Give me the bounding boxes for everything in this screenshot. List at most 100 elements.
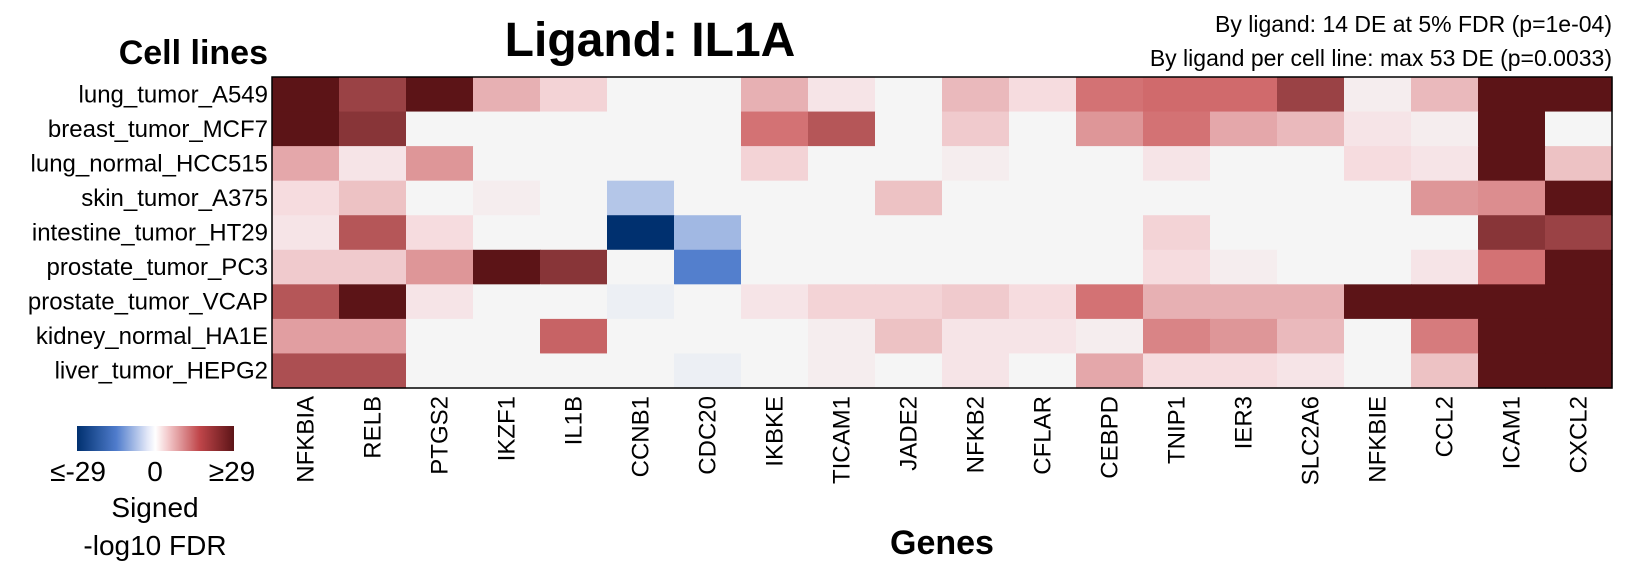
annotation-line-1: By ligand: 14 DE at 5% FDR (p=1e-04) bbox=[1215, 11, 1612, 37]
color-legend: ≤-29 0 ≥29 Signed -log10 FDR bbox=[50, 426, 255, 561]
heatmap-cell bbox=[875, 353, 943, 389]
annotation-line-2: By ligand per cell line: max 53 DE (p=0.… bbox=[1150, 45, 1612, 71]
heatmap-cell bbox=[808, 111, 876, 147]
heatmap-cell bbox=[1076, 353, 1144, 389]
heatmap-cell bbox=[1277, 77, 1345, 113]
heatmap-cell bbox=[1210, 215, 1278, 251]
heatmap-cell bbox=[1545, 77, 1613, 113]
heatmap-cell bbox=[406, 146, 474, 182]
heatmap-cell bbox=[741, 111, 809, 147]
heatmap-cell bbox=[339, 77, 407, 113]
heatmap-cell bbox=[1478, 77, 1546, 113]
heatmap-cell bbox=[1411, 353, 1479, 389]
heatmap-cell bbox=[674, 353, 742, 389]
legend-min-label: ≤-29 bbox=[50, 456, 106, 487]
row-label: skin_tumor_A375 bbox=[81, 185, 268, 212]
row-label: prostate_tumor_VCAP bbox=[28, 289, 268, 316]
column-label: SLC2A6 bbox=[1298, 396, 1325, 485]
heatmap-cell bbox=[808, 77, 876, 113]
row-label: lung_tumor_A549 bbox=[79, 81, 268, 108]
heatmap-cell bbox=[607, 353, 675, 389]
heatmap-cell bbox=[942, 111, 1010, 147]
heatmap-cell bbox=[339, 146, 407, 182]
heatmap-cell bbox=[1411, 77, 1479, 113]
heatmap-cell bbox=[272, 146, 340, 182]
legend-title-line-2: -log10 FDR bbox=[83, 530, 226, 561]
heatmap-cell bbox=[1545, 353, 1613, 389]
heatmap-cell bbox=[473, 146, 541, 182]
heatmap-cell bbox=[473, 111, 541, 147]
heatmap-cell bbox=[1210, 146, 1278, 182]
heatmap-cell bbox=[339, 249, 407, 285]
heatmap-cell bbox=[1411, 180, 1479, 216]
row-label: breast_tumor_MCF7 bbox=[48, 116, 268, 143]
heatmap-cell bbox=[875, 318, 943, 355]
heatmap-cell bbox=[1411, 146, 1479, 182]
heatmap-cell bbox=[1545, 215, 1613, 251]
heatmap-cell bbox=[1009, 284, 1077, 320]
heatmap-cell bbox=[540, 318, 608, 355]
heatmap-cell bbox=[1076, 180, 1144, 216]
heatmap-cell bbox=[540, 353, 608, 389]
heatmap-cell bbox=[607, 249, 675, 285]
heatmap-cell bbox=[1411, 318, 1479, 355]
heatmap-cell bbox=[1076, 215, 1144, 251]
heatmap-cell bbox=[1478, 353, 1546, 389]
heatmap-cell bbox=[1277, 284, 1345, 320]
heatmap-cell bbox=[1143, 353, 1211, 389]
heatmap-cell bbox=[808, 284, 876, 320]
heatmap-cell bbox=[1076, 284, 1144, 320]
heatmap-cell bbox=[1545, 111, 1613, 147]
column-label: JADE2 bbox=[896, 396, 923, 471]
heatmap-cell bbox=[674, 180, 742, 216]
heatmap-cell bbox=[674, 146, 742, 182]
heatmap-cell bbox=[1210, 111, 1278, 147]
heatmap-cell bbox=[875, 111, 943, 147]
x-axis-title: Genes bbox=[890, 524, 994, 562]
heatmap-cell bbox=[741, 318, 809, 355]
heatmap-cell bbox=[1545, 146, 1613, 182]
heatmap-cell bbox=[1009, 318, 1077, 355]
heatmap-cell bbox=[1143, 215, 1211, 251]
heatmap-cells bbox=[272, 77, 1613, 389]
row-label: kidney_normal_HA1E bbox=[36, 323, 268, 350]
heatmap-cell bbox=[1478, 318, 1546, 355]
heatmap-cell bbox=[1210, 284, 1278, 320]
heatmap-cell bbox=[741, 146, 809, 182]
heatmap-cell bbox=[1344, 146, 1412, 182]
heatmap-cell bbox=[272, 249, 340, 285]
heatmap-cell bbox=[1344, 180, 1412, 216]
heatmap-cell bbox=[1545, 180, 1613, 216]
heatmap-cell bbox=[540, 111, 608, 147]
heatmap-cell bbox=[607, 111, 675, 147]
column-label: CXCL2 bbox=[1566, 396, 1593, 473]
heatmap-cell bbox=[674, 318, 742, 355]
column-label: ICAM1 bbox=[1499, 396, 1526, 469]
heatmap-cell bbox=[406, 215, 474, 251]
heatmap-cell bbox=[741, 215, 809, 251]
heatmap-cell bbox=[540, 180, 608, 216]
heatmap-cell bbox=[1411, 111, 1479, 147]
column-label: NFKB2 bbox=[963, 396, 990, 473]
heatmap-cell bbox=[406, 77, 474, 113]
heatmap-cell bbox=[473, 180, 541, 216]
heatmap-cell bbox=[674, 284, 742, 320]
heatmap-cell bbox=[1009, 249, 1077, 285]
legend-gradient-bar bbox=[77, 426, 234, 451]
heatmap-cell bbox=[1411, 215, 1479, 251]
heatmap-cell bbox=[1076, 249, 1144, 285]
row-label: liver_tumor_HEPG2 bbox=[55, 358, 268, 385]
heatmap-cell bbox=[875, 77, 943, 113]
heatmap-cell bbox=[1009, 77, 1077, 113]
column-label: IKBKE bbox=[762, 396, 789, 467]
heatmap-cell bbox=[473, 249, 541, 285]
heatmap-cell bbox=[1210, 180, 1278, 216]
heatmap-cell bbox=[674, 111, 742, 147]
chart-title: Ligand: IL1A bbox=[505, 14, 796, 67]
heatmap-cell bbox=[1344, 77, 1412, 113]
heatmap-cell bbox=[1478, 215, 1546, 251]
row-labels: lung_tumor_A549 breast_tumor_MCF7 lung_nor… bbox=[28, 81, 268, 384]
heatmap-cell bbox=[1344, 111, 1412, 147]
heatmap-cell bbox=[1143, 77, 1211, 113]
